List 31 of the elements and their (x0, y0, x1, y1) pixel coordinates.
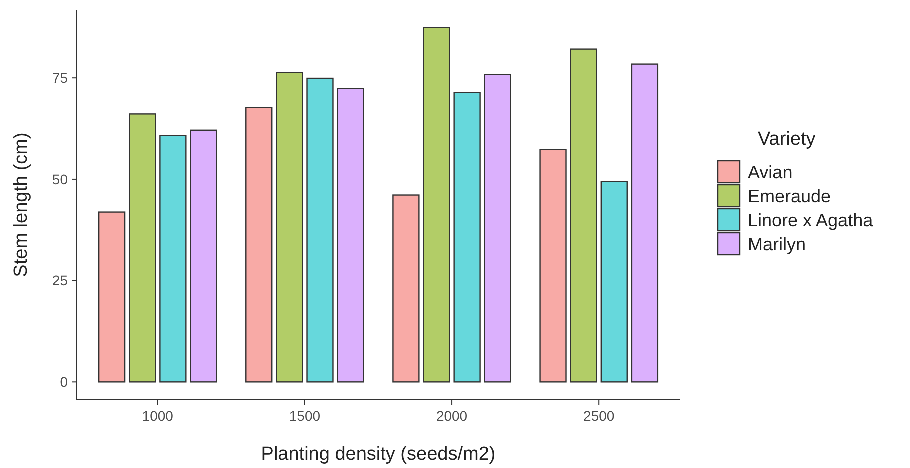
y-tick-label: 0 (60, 374, 68, 390)
x-tick-label: 2500 (584, 408, 615, 424)
bar (98, 212, 126, 383)
bar (276, 72, 304, 383)
y-tick-label: 25 (52, 272, 68, 289)
bar (570, 48, 598, 383)
legend-label: Marilyn (748, 234, 806, 254)
legend-label: Linore x Agatha (748, 210, 874, 230)
bar (392, 194, 420, 383)
x-axis-title: Planting density (seeds/m2) (261, 444, 496, 465)
bar (631, 64, 659, 383)
legend-title: Variety (758, 129, 816, 150)
bar (540, 149, 567, 383)
y-tick-label: 50 (52, 171, 68, 188)
bar (600, 181, 628, 383)
bar (246, 107, 273, 383)
legend-label: Emeraude (748, 186, 832, 206)
x-tick-label: 1500 (289, 408, 321, 424)
bar (190, 130, 218, 383)
bar (337, 88, 364, 383)
y-axis-title: Stem length (cm) (11, 132, 32, 278)
legend-label: Avian (748, 162, 793, 182)
bar (423, 27, 450, 383)
bar (306, 78, 334, 383)
bar (454, 92, 481, 383)
bar (129, 114, 156, 383)
bar (160, 135, 187, 383)
x-tick-label: 2000 (436, 408, 468, 424)
bar (484, 74, 512, 383)
y-tick-label: 75 (52, 70, 68, 86)
x-tick-label: 1000 (142, 408, 174, 424)
